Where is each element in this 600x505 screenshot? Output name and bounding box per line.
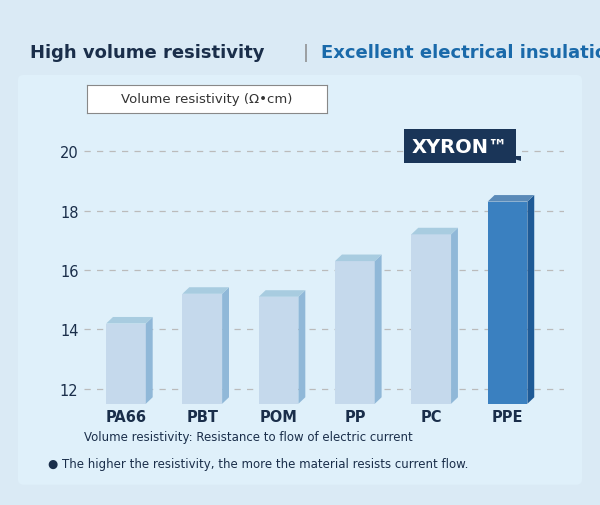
Polygon shape xyxy=(412,235,451,404)
Text: XYRON™: XYRON™ xyxy=(412,137,508,156)
Text: Excellent electrical insulation!: Excellent electrical insulation! xyxy=(321,44,600,62)
Polygon shape xyxy=(412,228,458,235)
Text: Volume resistivity: Resistance to flow of electric current: Volume resistivity: Resistance to flow o… xyxy=(84,430,413,443)
Polygon shape xyxy=(488,202,527,404)
Polygon shape xyxy=(222,288,229,404)
Polygon shape xyxy=(451,228,458,404)
Polygon shape xyxy=(106,324,146,404)
Polygon shape xyxy=(182,288,229,294)
Polygon shape xyxy=(146,317,152,404)
Polygon shape xyxy=(106,317,152,324)
Text: High volume resistivity: High volume resistivity xyxy=(30,44,265,62)
Polygon shape xyxy=(182,294,222,404)
Polygon shape xyxy=(375,255,382,404)
Polygon shape xyxy=(527,195,534,404)
Text: Volume resistivity (Ω•cm): Volume resistivity (Ω•cm) xyxy=(121,93,293,106)
Polygon shape xyxy=(298,291,305,404)
Polygon shape xyxy=(488,195,534,202)
Polygon shape xyxy=(335,255,382,262)
Polygon shape xyxy=(335,262,375,404)
Text: ● The higher the resistivity, the more the material resists current flow.: ● The higher the resistivity, the more t… xyxy=(48,457,469,470)
Text: |: | xyxy=(303,44,309,62)
Polygon shape xyxy=(259,297,298,404)
Polygon shape xyxy=(504,157,521,162)
Polygon shape xyxy=(259,291,305,297)
